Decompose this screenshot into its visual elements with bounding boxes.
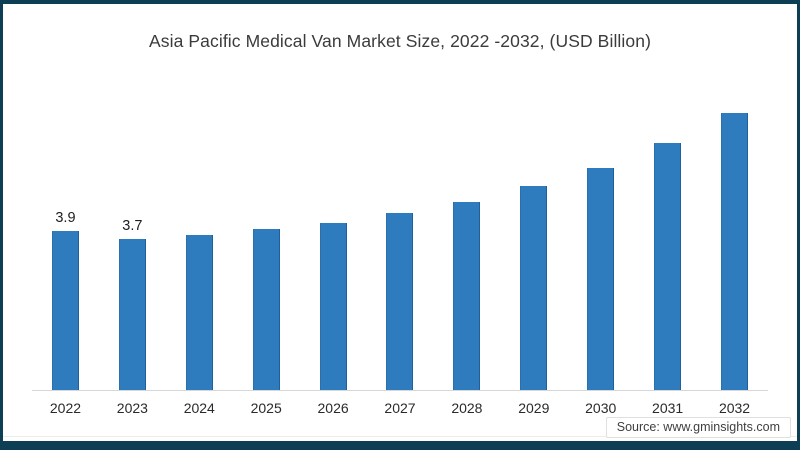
bar-2028 bbox=[453, 202, 481, 390]
x-tick-2025: 2025 bbox=[250, 400, 282, 416]
footer-divider bbox=[3, 436, 797, 437]
x-axis-labels: 2022 2023 2024 2025 2026 2027 2028 2029 2030 2031… bbox=[32, 400, 768, 416]
bar-2022 bbox=[51, 231, 79, 390]
source-label: Source: www.gminsights.com bbox=[605, 417, 791, 438]
bar-column bbox=[300, 100, 367, 390]
bar-2029 bbox=[520, 186, 548, 390]
bar-column bbox=[433, 100, 500, 390]
x-tick-2026: 2026 bbox=[317, 400, 349, 416]
x-tick-2032: 2032 bbox=[718, 400, 751, 416]
bar-column bbox=[367, 100, 434, 390]
bar-2031 bbox=[654, 143, 682, 390]
bar-column bbox=[701, 100, 768, 390]
chart-title: Asia Pacific Medical Van Market Size, 20… bbox=[148, 31, 652, 51]
bar-2026 bbox=[319, 223, 347, 390]
bar-2030 bbox=[587, 168, 615, 390]
bar-2025 bbox=[252, 229, 280, 390]
bar-column: 3.9 bbox=[32, 100, 99, 390]
x-tick-2023: 2023 bbox=[116, 400, 148, 416]
bar-value-label: 3.9 bbox=[55, 210, 76, 226]
bar-column bbox=[634, 100, 701, 390]
bar-column bbox=[233, 100, 300, 390]
bar-2024 bbox=[185, 235, 213, 390]
x-tick-2030: 2030 bbox=[585, 400, 617, 416]
x-tick-2031: 2031 bbox=[652, 400, 684, 416]
x-tick-2029: 2029 bbox=[518, 400, 550, 416]
x-axis-line bbox=[32, 390, 768, 391]
x-tick-2028: 2028 bbox=[451, 400, 483, 416]
bar-column: 3.7 bbox=[99, 100, 166, 390]
bar-2027 bbox=[386, 213, 414, 390]
x-tick-2022: 2022 bbox=[49, 400, 82, 416]
bar-value-label: 3.7 bbox=[122, 218, 143, 234]
x-tick-2027: 2027 bbox=[384, 400, 416, 416]
bar-2032 bbox=[721, 113, 749, 390]
bars-container: 3.9 3.7 bbox=[32, 100, 768, 390]
bar-column bbox=[166, 100, 233, 390]
x-tick-2024: 2024 bbox=[183, 400, 215, 416]
bar-2023 bbox=[118, 239, 146, 390]
bar-column bbox=[500, 100, 567, 390]
bar-column bbox=[567, 100, 634, 390]
